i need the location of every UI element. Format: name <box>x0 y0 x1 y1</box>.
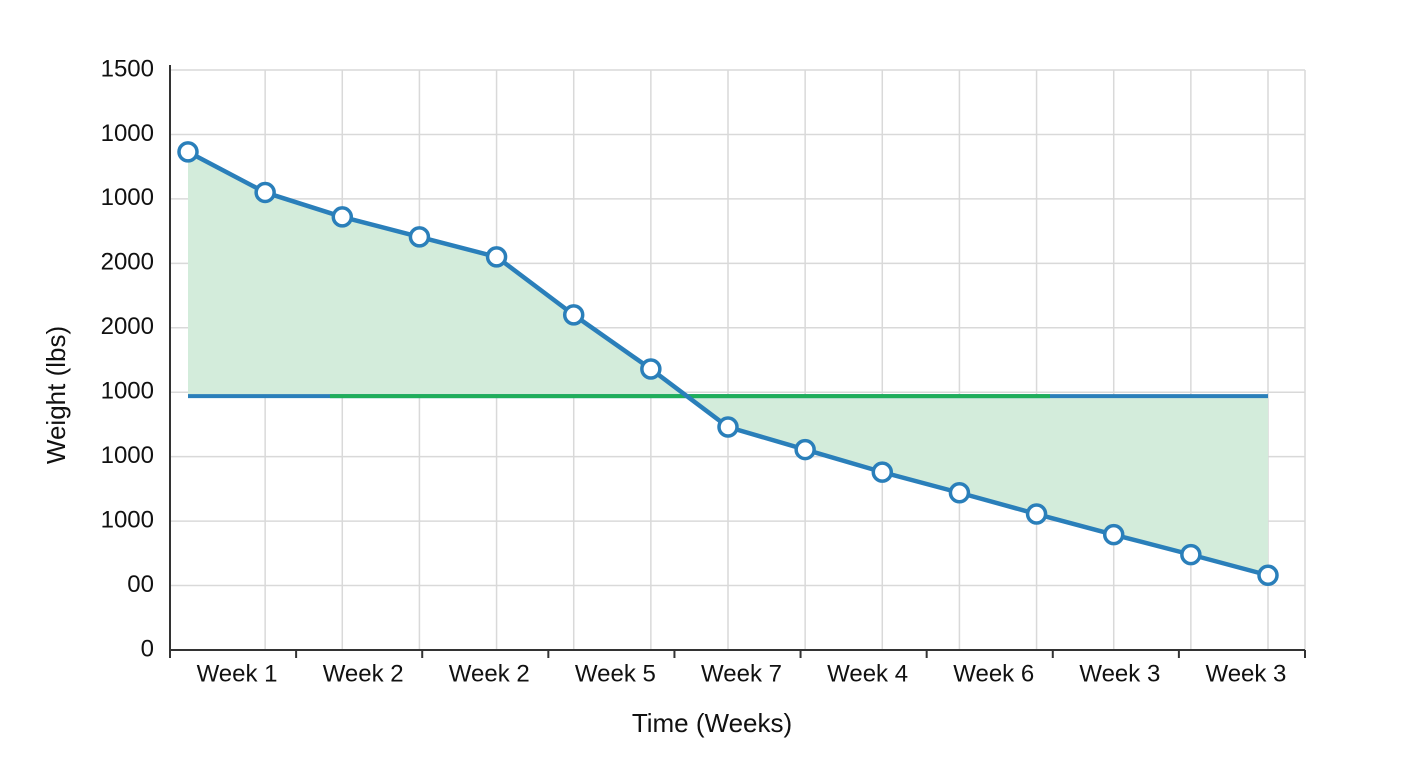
y-tick-label: 1000 <box>101 442 154 469</box>
data-point <box>794 438 816 461</box>
data-point <box>871 461 894 483</box>
x-tick-label: Week 2 <box>323 660 404 687</box>
x-tick-label: Week 2 <box>449 660 530 687</box>
data-point <box>1257 564 1279 586</box>
data-point <box>177 141 199 163</box>
y-tick-label: 1000 <box>101 378 154 405</box>
y-axis-label: Weight (lbs) <box>41 326 71 464</box>
data-point <box>640 358 662 380</box>
data-point <box>948 482 971 504</box>
data-point <box>331 206 354 228</box>
data-point <box>485 246 508 268</box>
data-point <box>408 226 431 248</box>
x-tick-label: Week 3 <box>1079 660 1160 687</box>
data-point <box>254 181 276 204</box>
x-tick-label: Week 4 <box>827 660 908 687</box>
x-tick-label: Week 6 <box>953 660 1034 687</box>
y-tick-label: 1000 <box>101 184 154 211</box>
y-tick-label: 2000 <box>101 249 154 276</box>
x-axis-label: Time (Weeks) <box>632 708 792 738</box>
x-tick-label: Week 3 <box>1205 660 1286 687</box>
y-tick-label: 0 <box>141 635 154 662</box>
x-tick-label: Week 1 <box>197 660 278 687</box>
y-tick-label: 00 <box>127 571 154 598</box>
x-tick-label: Week 5 <box>575 660 656 687</box>
y-tick-label: 1000 <box>101 506 154 533</box>
y-tick-label: 2000 <box>101 313 154 340</box>
y-tick-label: 1500 <box>101 55 154 82</box>
area-fill <box>188 151 1268 576</box>
x-tick-label: Week 7 <box>701 660 782 687</box>
data-point <box>1102 523 1125 546</box>
data-point <box>1025 503 1048 525</box>
data-point <box>562 304 585 326</box>
data-point <box>1180 543 1202 566</box>
y-tick-label: 1000 <box>101 120 154 147</box>
data-point <box>717 416 739 438</box>
